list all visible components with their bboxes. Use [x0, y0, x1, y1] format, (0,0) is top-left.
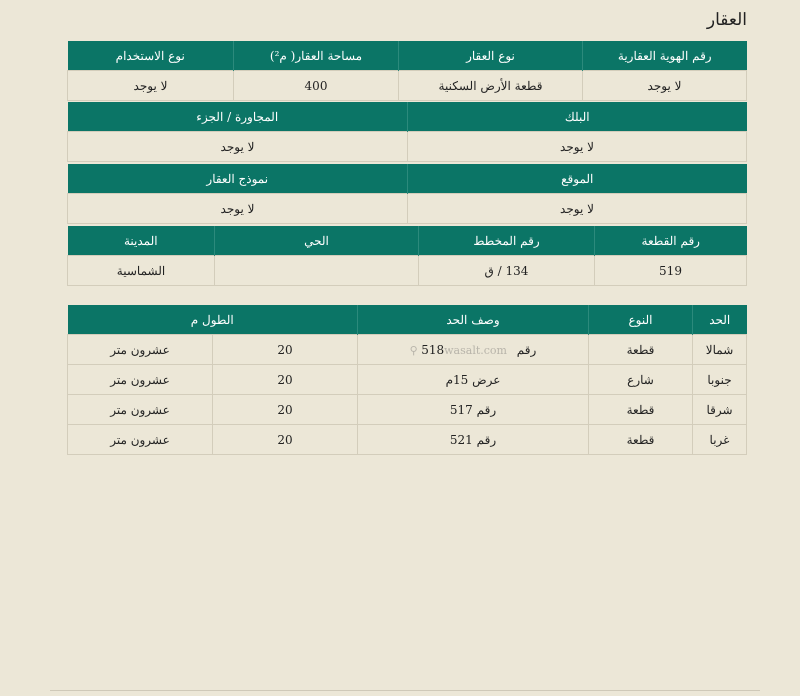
type: قطعة — [588, 394, 693, 425]
length: 20 — [212, 394, 358, 425]
value-block: لا يوجد — [407, 131, 747, 162]
type: قطعة — [588, 334, 693, 365]
header-property-id: رقم الهوية العقارية — [582, 41, 747, 71]
header-area: مساحة العقار( م²) — [233, 41, 399, 71]
header-length: الطول م — [67, 305, 358, 335]
boundaries-table: الحد النوع وصف الحد الطول م شمالا قطعة ر… — [67, 305, 747, 455]
length-text: عشرون متر — [67, 424, 213, 455]
header-plan-number: رقم المخطط — [418, 226, 595, 256]
property-table-band-3: الموقع نموذج العقار لا يوجد لا يوجد — [67, 164, 747, 224]
side: شمالا — [692, 334, 747, 365]
header-location: الموقع — [407, 164, 747, 194]
header-district: الحي — [214, 226, 419, 256]
header-type: النوع — [588, 305, 693, 335]
length-text: عشرون متر — [67, 394, 213, 425]
value-district — [214, 255, 419, 286]
side: جنوبا — [692, 364, 747, 395]
value-property-model: لا يوجد — [67, 193, 408, 224]
side: شرقا — [692, 394, 747, 425]
value-property-id: لا يوجد — [582, 70, 747, 101]
property-table-band-4: رقم القطعة رقم المخطط الحي المدينة 519 1… — [67, 226, 747, 286]
value-location: لا يوجد — [407, 193, 747, 224]
length-text: عشرون متر — [67, 364, 213, 395]
table-row: غربا قطعة رقم 521 20 عشرون متر — [67, 424, 747, 455]
header-block: البلك — [407, 102, 747, 132]
table-row: جنوبا شارع عرض 15م 20 عشرون متر — [67, 364, 747, 395]
property-table-band-1: رقم الهوية العقارية نوع العقار مساحة الع… — [67, 41, 747, 101]
watermark: wasalt.com ⚲ — [409, 343, 507, 357]
section-title: العقار — [706, 10, 747, 30]
property-table-band-2: البلك المجاورة / الجزء لا يوجد لا يوجد — [67, 102, 747, 162]
description-text: رقم 518 — [421, 342, 537, 357]
table-row: شرقا قطعة رقم 517 20 عشرون متر — [67, 394, 747, 425]
description: رقم 517 — [357, 394, 589, 425]
header-city: المدينة — [67, 226, 215, 256]
type: قطعة — [588, 424, 693, 455]
value-city: الشماسية — [67, 255, 215, 286]
side: غربا — [692, 424, 747, 455]
header-neighborhood-part: المجاورة / الجزء — [67, 102, 408, 132]
header-plot-number: رقم القطعة — [594, 226, 747, 256]
value-usage-type: لا يوجد — [67, 70, 234, 101]
header-property-model: نموذج العقار — [67, 164, 408, 194]
description: عرض 15م — [357, 364, 589, 395]
length-text: عشرون متر — [67, 334, 213, 365]
length: 20 — [212, 334, 358, 365]
header-side: الحد — [692, 305, 747, 335]
description: رقم 521 — [357, 424, 589, 455]
value-plot-number: 519 — [594, 255, 747, 286]
type: شارع — [588, 364, 693, 395]
header-property-type: نوع العقار — [398, 41, 583, 71]
length: 20 — [212, 364, 358, 395]
page-divider — [50, 690, 760, 691]
header-usage-type: نوع الاستخدام — [67, 41, 234, 71]
value-plan-number: 134 / ق — [418, 255, 595, 286]
header-description: وصف الحد — [357, 305, 589, 335]
description: رقم 518wasalt.com ⚲ — [357, 334, 589, 365]
table-row: شمالا قطعة رقم 518wasalt.com ⚲ 20 عشرون … — [67, 334, 747, 365]
value-neighborhood-part: لا يوجد — [67, 131, 408, 162]
value-property-type: قطعة الأرض السكنية — [398, 70, 583, 101]
length: 20 — [212, 424, 358, 455]
value-area: 400 — [233, 70, 399, 101]
